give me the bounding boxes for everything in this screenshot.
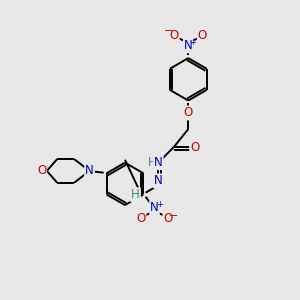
Text: O: O [169,29,179,42]
Text: N: N [184,39,193,52]
Text: +: + [190,38,196,47]
Text: H: H [131,188,140,201]
Text: O: O [190,141,200,154]
Text: O: O [136,212,146,225]
Text: O: O [164,212,173,225]
Text: N: N [154,174,163,188]
Text: N: N [150,201,159,214]
Text: H: H [147,156,156,169]
Text: O: O [198,29,207,42]
Text: N: N [154,156,163,169]
Text: −: − [169,211,178,221]
Text: +: + [156,200,163,209]
Text: O: O [37,164,46,177]
Text: O: O [184,106,193,119]
Text: −: − [164,26,173,36]
Text: N: N [85,164,94,177]
